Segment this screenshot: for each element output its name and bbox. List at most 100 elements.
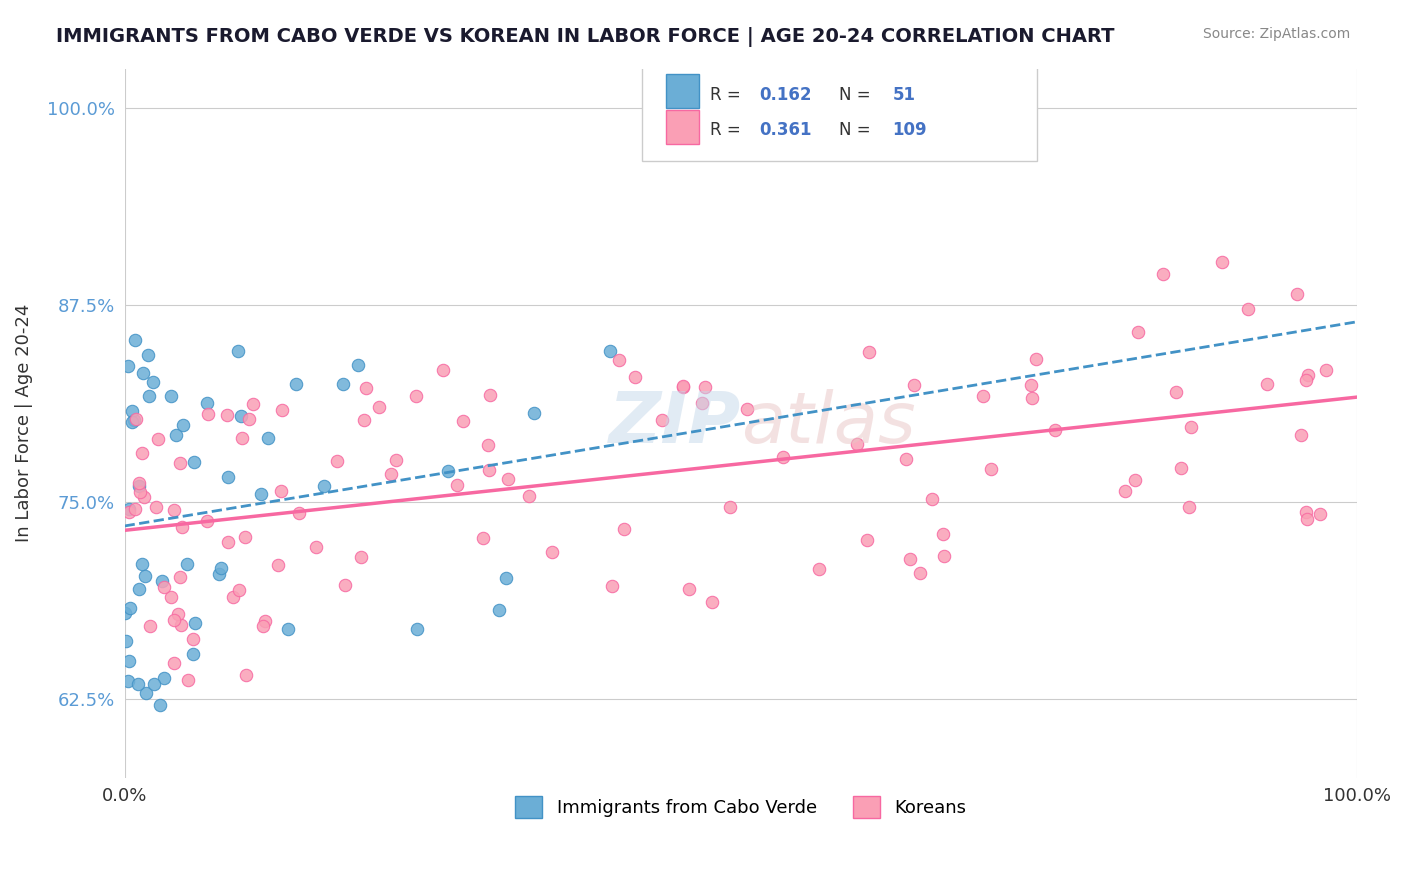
Koreans <box>1256 376 1278 391</box>
Immigrants from Cabo Verde <box>118 502 141 516</box>
Koreans <box>235 667 257 681</box>
Koreans <box>1180 420 1202 434</box>
Koreans <box>517 489 540 503</box>
FancyBboxPatch shape <box>665 111 699 144</box>
Koreans <box>908 566 931 581</box>
Koreans <box>217 534 239 549</box>
Immigrants from Cabo Verde <box>135 686 157 700</box>
Koreans <box>353 413 375 427</box>
Koreans <box>288 507 311 521</box>
Text: 0.162: 0.162 <box>759 86 811 103</box>
Text: R =: R = <box>710 121 747 139</box>
Immigrants from Cabo Verde <box>128 479 150 493</box>
Koreans <box>471 532 494 546</box>
Immigrants from Cabo Verde <box>231 409 253 424</box>
Koreans <box>451 414 474 428</box>
Koreans <box>305 541 328 555</box>
Koreans <box>858 345 880 359</box>
Koreans <box>607 352 630 367</box>
Koreans <box>160 591 183 605</box>
Koreans <box>231 431 253 445</box>
FancyBboxPatch shape <box>643 62 1036 161</box>
Koreans <box>1315 362 1337 376</box>
Immigrants from Cabo Verde <box>143 677 166 691</box>
Koreans <box>1043 424 1066 438</box>
Immigrants from Cabo Verde <box>148 698 170 712</box>
Immigrants from Cabo Verde <box>131 558 153 572</box>
Koreans <box>1114 484 1136 499</box>
Text: IMMIGRANTS FROM CABO VERDE VS KOREAN IN LABOR FORCE | AGE 20-24 CORRELATION CHAR: IMMIGRANTS FROM CABO VERDE VS KOREAN IN … <box>56 27 1115 46</box>
Koreans <box>1025 352 1047 367</box>
Koreans <box>146 432 169 446</box>
Koreans <box>1166 384 1188 399</box>
Koreans <box>132 491 155 505</box>
Koreans <box>1237 301 1260 316</box>
Text: R =: R = <box>710 86 747 103</box>
Koreans <box>932 549 955 564</box>
Koreans <box>807 562 830 576</box>
Y-axis label: In Labor Force | Age 20-24: In Labor Force | Age 20-24 <box>15 304 32 542</box>
Immigrants from Cabo Verde <box>599 343 621 358</box>
Koreans <box>152 580 174 594</box>
Immigrants from Cabo Verde <box>314 479 336 493</box>
Text: ZIP: ZIP <box>609 389 741 458</box>
Immigrants from Cabo Verde <box>250 487 273 501</box>
Koreans <box>271 403 294 417</box>
Immigrants from Cabo Verde <box>405 622 427 636</box>
Immigrants from Cabo Verde <box>153 671 176 685</box>
Koreans <box>672 379 695 393</box>
Koreans <box>118 504 141 518</box>
Koreans <box>477 438 499 452</box>
Koreans <box>1285 287 1308 301</box>
Koreans <box>898 552 921 566</box>
Immigrants from Cabo Verde <box>115 634 138 648</box>
Immigrants from Cabo Verde <box>181 648 204 662</box>
Koreans <box>672 379 695 393</box>
Koreans <box>270 483 292 498</box>
Koreans <box>972 389 994 403</box>
Koreans <box>894 452 917 467</box>
Koreans <box>446 477 468 491</box>
Immigrants from Cabo Verde <box>117 359 139 374</box>
Koreans <box>718 500 741 515</box>
Koreans <box>238 412 260 426</box>
Koreans <box>267 558 290 573</box>
Koreans <box>903 378 925 392</box>
Koreans <box>349 550 371 565</box>
Legend: Immigrants from Cabo Verde, Koreans: Immigrants from Cabo Verde, Koreans <box>508 789 974 825</box>
Koreans <box>252 619 274 633</box>
Koreans <box>478 462 501 476</box>
Koreans <box>405 388 427 402</box>
Koreans <box>602 579 624 593</box>
Immigrants from Cabo Verde <box>134 568 156 582</box>
Text: N =: N = <box>839 86 876 103</box>
Koreans <box>129 485 152 500</box>
Koreans <box>169 617 191 632</box>
Koreans <box>167 607 190 621</box>
Text: 0.361: 0.361 <box>759 121 811 139</box>
Koreans <box>678 582 700 596</box>
Koreans <box>145 500 167 514</box>
Koreans <box>380 467 402 481</box>
Immigrants from Cabo Verde <box>165 428 187 442</box>
Immigrants from Cabo Verde <box>117 674 139 689</box>
Koreans <box>498 473 520 487</box>
Koreans <box>1291 428 1313 442</box>
Text: N =: N = <box>839 121 876 139</box>
FancyBboxPatch shape <box>665 74 699 108</box>
Koreans <box>385 453 408 467</box>
Immigrants from Cabo Verde <box>523 406 546 420</box>
Koreans <box>163 613 186 627</box>
Koreans <box>1309 507 1331 521</box>
Koreans <box>228 583 250 598</box>
Immigrants from Cabo Verde <box>183 455 205 469</box>
Koreans <box>242 397 264 411</box>
Immigrants from Cabo Verde <box>332 377 354 392</box>
Koreans <box>1170 460 1192 475</box>
Koreans <box>195 514 218 528</box>
Koreans <box>479 388 502 402</box>
Immigrants from Cabo Verde <box>150 574 173 588</box>
Koreans <box>1152 267 1174 281</box>
Immigrants from Cabo Verde <box>136 347 159 361</box>
Immigrants from Cabo Verde <box>142 375 165 389</box>
